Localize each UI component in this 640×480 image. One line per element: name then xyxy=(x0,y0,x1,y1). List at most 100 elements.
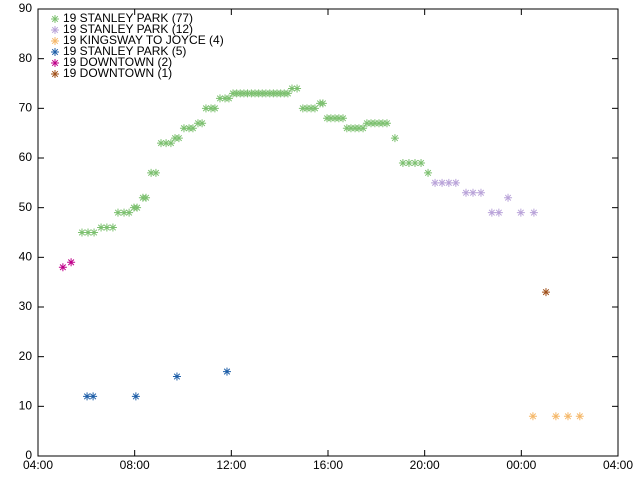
point xyxy=(444,178,453,187)
legend-label: 19 DOWNTOWN (1) xyxy=(63,66,172,80)
point xyxy=(563,412,572,421)
x-tick-label: 00:00 xyxy=(506,458,536,472)
point xyxy=(302,104,311,113)
legend-label: 19 KINGSWAY TO JOYCE (4) xyxy=(63,33,224,47)
y-tick-label: 70 xyxy=(19,101,33,115)
point xyxy=(476,188,485,197)
y-tick-label: 80 xyxy=(19,51,33,65)
y-tick-label: 20 xyxy=(19,349,33,363)
point xyxy=(417,158,426,167)
point xyxy=(89,392,98,401)
point xyxy=(362,119,371,128)
point xyxy=(174,134,183,143)
point xyxy=(310,104,319,113)
y-tick-label: 60 xyxy=(19,150,33,164)
point xyxy=(157,139,166,148)
x-tick-label: 20:00 xyxy=(410,458,440,472)
point xyxy=(398,158,407,167)
point xyxy=(120,208,129,217)
point xyxy=(411,158,419,167)
point xyxy=(198,119,207,128)
point xyxy=(293,84,302,93)
point xyxy=(516,208,525,217)
legend-label: 19 STANLEY PARK (77) xyxy=(63,11,193,25)
point xyxy=(283,89,292,98)
point xyxy=(166,139,175,148)
point xyxy=(142,193,151,202)
y-tick-label: 30 xyxy=(19,299,33,313)
point xyxy=(215,94,224,103)
y-tick-label: 40 xyxy=(19,250,33,264)
point xyxy=(451,178,460,187)
point xyxy=(390,134,399,143)
point xyxy=(494,208,503,217)
point xyxy=(382,119,391,128)
point xyxy=(346,124,355,133)
point xyxy=(378,119,387,128)
point xyxy=(224,94,233,103)
y-tick-label: 50 xyxy=(19,200,33,214)
point xyxy=(438,178,447,187)
point xyxy=(131,392,140,401)
point xyxy=(404,158,413,167)
x-tick-label: 16:00 xyxy=(313,458,343,472)
point xyxy=(287,84,296,93)
point xyxy=(370,119,379,128)
point xyxy=(359,124,368,133)
point xyxy=(108,223,117,232)
point xyxy=(83,392,92,401)
legend-label: 19 STANLEY PARK (12) xyxy=(63,22,193,36)
legend-marker xyxy=(51,59,59,67)
legend-marker xyxy=(51,37,59,45)
point xyxy=(424,168,433,177)
point xyxy=(431,178,440,187)
point xyxy=(551,412,560,421)
point xyxy=(318,99,327,108)
point xyxy=(102,223,111,232)
point xyxy=(77,228,86,237)
legend-marker xyxy=(51,70,59,78)
point xyxy=(90,228,99,237)
x-tick-label: 04:00 xyxy=(23,458,53,472)
legend-label: 19 STANLEY PARK (5) xyxy=(63,44,186,58)
point xyxy=(461,188,470,197)
point xyxy=(210,104,219,113)
point xyxy=(342,124,351,133)
point xyxy=(201,104,210,113)
y-tick-label: 90 xyxy=(19,1,33,15)
point xyxy=(84,228,93,237)
point xyxy=(469,188,477,197)
x-tick-label: 04:00 xyxy=(603,458,633,472)
point xyxy=(326,114,335,123)
point xyxy=(179,124,188,133)
point xyxy=(334,114,343,123)
point xyxy=(58,263,67,272)
point xyxy=(151,168,160,177)
point xyxy=(504,193,513,202)
y-tick-label: 10 xyxy=(19,399,33,413)
point xyxy=(133,203,142,212)
point xyxy=(125,208,134,217)
point xyxy=(298,104,307,113)
point xyxy=(147,168,156,177)
point xyxy=(222,367,231,376)
point xyxy=(97,223,106,232)
point xyxy=(541,288,550,297)
legend-label: 19 DOWNTOWN (2) xyxy=(63,55,172,69)
legend-marker xyxy=(51,15,59,23)
y-tick-label: 0 xyxy=(25,448,32,462)
point xyxy=(529,208,538,217)
point xyxy=(188,124,197,133)
legend-marker xyxy=(51,48,59,56)
point xyxy=(113,208,122,217)
point xyxy=(338,114,347,123)
point xyxy=(162,139,171,148)
point xyxy=(487,208,496,217)
point xyxy=(67,258,76,267)
point xyxy=(354,124,363,133)
point xyxy=(193,119,202,128)
legend-marker xyxy=(51,26,59,34)
point xyxy=(575,412,584,421)
point xyxy=(528,412,537,421)
